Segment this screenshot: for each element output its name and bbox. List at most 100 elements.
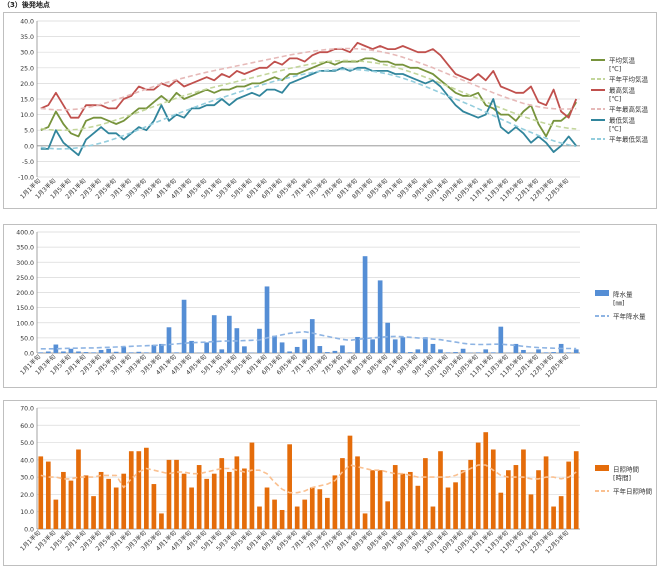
- bar-precip: [566, 352, 572, 353]
- bar-sun: [302, 499, 308, 529]
- bar-sun: [121, 473, 127, 529]
- bar-precip: [128, 352, 134, 353]
- bar-sun: [438, 451, 443, 529]
- bar-sun: [136, 451, 142, 529]
- line-avg_normal: [40, 59, 577, 131]
- bar-sun: [347, 435, 353, 529]
- legend-label-max_normal: 平年最高気温: [609, 105, 649, 114]
- bar-sun: [249, 442, 255, 529]
- bar-sun: [91, 496, 96, 529]
- line-min_normal: [40, 68, 577, 150]
- y-tick-label: 70.0: [20, 406, 34, 413]
- legend-label-sun_normal: 平年日照時間: [613, 487, 652, 496]
- bar-sun: [573, 451, 579, 529]
- bar-sun: [76, 449, 81, 529]
- y-tick-label: 50.0: [20, 440, 34, 447]
- bar-precip: [83, 352, 89, 353]
- bar-precip: [551, 352, 556, 353]
- bar-precip: [181, 299, 187, 353]
- bar-precip: [543, 352, 549, 353]
- bar-sun: [98, 471, 104, 529]
- bar-sun: [370, 470, 375, 529]
- y-tick-label: 60.0: [20, 423, 34, 430]
- bar-sun: [242, 468, 247, 529]
- bar-sun: [415, 485, 421, 529]
- line-precip_normal: [40, 331, 577, 350]
- bar-precip: [53, 344, 59, 353]
- bar-precip: [151, 344, 157, 353]
- bar-precip: [453, 352, 458, 353]
- y-tick-label: 20.0: [20, 81, 34, 88]
- bar-sun: [38, 456, 44, 529]
- bar-sun: [204, 478, 210, 529]
- bar-precip: [189, 340, 194, 353]
- bar-precip: [226, 315, 232, 353]
- bar-precip: [272, 335, 277, 353]
- legend-label-min_normal: 平年最低気温: [609, 135, 649, 144]
- bar-precip: [423, 337, 428, 353]
- bar-sun: [45, 461, 51, 529]
- bar-sun: [400, 473, 406, 529]
- legend-label-precip_normal: 平年降水量: [613, 312, 646, 321]
- bar-precip: [362, 256, 368, 353]
- bar-sun: [294, 506, 300, 529]
- y-tick-label: 200.0: [16, 290, 34, 297]
- bar-sun: [340, 458, 345, 529]
- bar-precip: [475, 352, 481, 353]
- legend-unit-min: [℃]: [609, 125, 621, 133]
- line-max: [40, 41, 578, 119]
- legend-label-min: 最低気温: [609, 116, 636, 125]
- bar-precip: [264, 286, 270, 353]
- bar-precip: [309, 319, 315, 353]
- bar-sun: [498, 492, 504, 529]
- bar-sun: [257, 506, 262, 529]
- y-tick-label: 50.0: [20, 335, 34, 342]
- y-tick-label: 0.0: [24, 527, 34, 534]
- bar-precip: [460, 348, 466, 353]
- y-tick-label: 25.0: [20, 65, 34, 72]
- bar-precip: [490, 352, 496, 353]
- y-tick-label: 10.0: [20, 112, 34, 119]
- bar-sun: [317, 489, 323, 529]
- bar-sun: [490, 449, 496, 529]
- bar-precip: [573, 349, 579, 353]
- bar-sun: [430, 506, 436, 529]
- bar-precip: [355, 336, 360, 353]
- bar-sun: [385, 501, 391, 529]
- bar-precip: [98, 349, 104, 353]
- legend-marker-sun: [595, 465, 609, 471]
- bar-precip: [136, 351, 142, 353]
- bar-precip: [45, 351, 51, 353]
- bar-sun: [174, 459, 179, 529]
- y-tick-label: -10.0: [18, 175, 34, 182]
- bar-sun: [159, 513, 164, 529]
- bar-precip: [144, 352, 149, 353]
- sunshine-chart: 0.010.020.030.040.050.060.070.01月1半旬1月3半…: [3, 400, 657, 566]
- bar-precip: [407, 352, 413, 353]
- line-max_normal: [40, 47, 577, 111]
- y-tick-label: 250.0: [16, 275, 34, 282]
- bar-precip: [370, 339, 375, 353]
- chart-frame: [3, 224, 657, 388]
- y-tick-label: 40.0: [20, 19, 34, 26]
- bar-sun: [506, 470, 511, 529]
- bar-sun: [332, 475, 338, 529]
- bar-sun: [234, 456, 240, 529]
- bar-sun: [377, 470, 383, 529]
- bar-precip: [483, 349, 489, 353]
- page-heading: （3）後発地点: [3, 1, 50, 9]
- bar-precip: [347, 352, 353, 353]
- bar-sun: [61, 471, 66, 529]
- legend-label-precip: 降水量: [613, 290, 633, 299]
- bar-precip: [159, 343, 164, 353]
- bar-sun: [181, 473, 187, 529]
- bar-precip: [91, 352, 96, 353]
- bar-precip: [242, 346, 247, 353]
- bar-sun: [166, 459, 172, 529]
- bar-precip: [377, 280, 383, 353]
- bar-precip: [257, 328, 262, 353]
- bar-precip: [385, 322, 391, 353]
- bar-sun: [362, 513, 368, 529]
- y-tick-label: 5.0: [24, 128, 34, 135]
- bar-precip: [279, 342, 285, 353]
